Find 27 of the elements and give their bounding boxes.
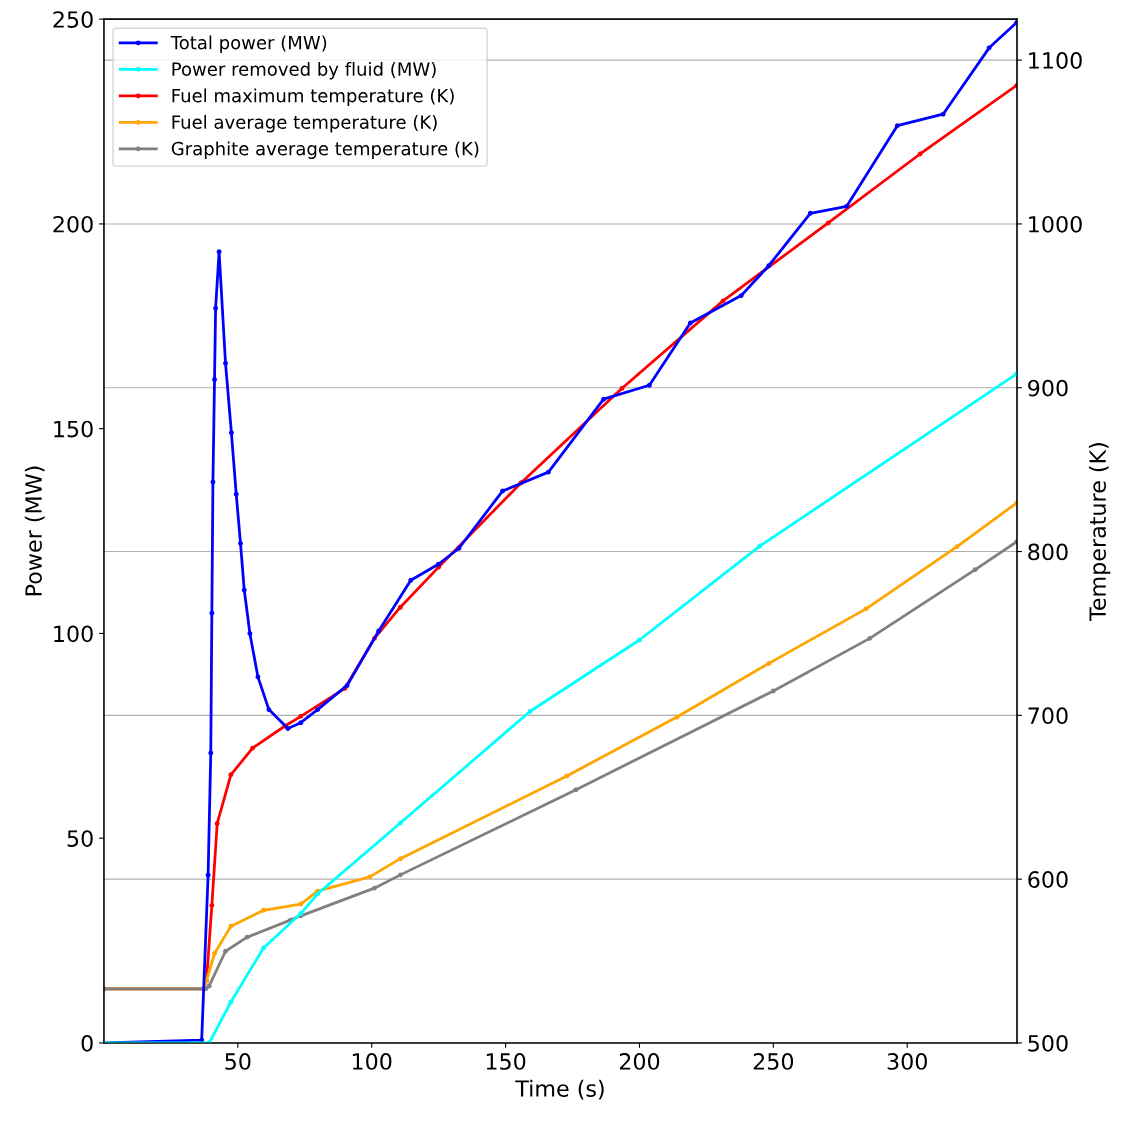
y-tick-label: 0 [81, 1034, 93, 1052]
y-tick-label: 100 [54, 625, 93, 643]
x-tick-label: 200 [619, 1053, 660, 1070]
y-tick-label: 150 [54, 420, 93, 438]
x-tick-label: 50 [225, 1053, 251, 1070]
legend-label: Fuel average temperature (K) [172, 114, 437, 133]
y-axis-title: Power (MW) [24, 466, 45, 596]
y2-tick-label: 1000 [1029, 215, 1082, 233]
y-tick-label: 50 [67, 830, 93, 847]
y2-axis-title: Temperature (K) [1088, 443, 1111, 621]
y2-tick-label: 800 [1028, 543, 1068, 561]
y2-tick-label: 600 [1028, 871, 1068, 888]
legend-label: Power removed by fluid (MW) [172, 61, 436, 80]
y-tick-label: 200 [53, 215, 93, 233]
y-tick-label: 250 [53, 11, 93, 28]
y2-tick-label: 700 [1028, 707, 1068, 725]
x-tick-label: 250 [753, 1053, 794, 1070]
y2-tick-label: 1100 [1029, 52, 1082, 69]
x-tick-label: 100 [352, 1053, 392, 1070]
y2-tick-label: 900 [1028, 379, 1068, 397]
legend-label: Graphite average temperature (K) [171, 141, 479, 159]
x-axis-title: Time (s) [515, 1079, 604, 1100]
x-tick-label: 150 [486, 1053, 526, 1070]
legend-label: Fuel maximum temperature (K) [172, 88, 454, 106]
legend-label: Total power (MW) [170, 35, 327, 53]
y2-tick-label: 500 [1028, 1034, 1068, 1052]
x-tick-label: 300 [887, 1053, 927, 1070]
